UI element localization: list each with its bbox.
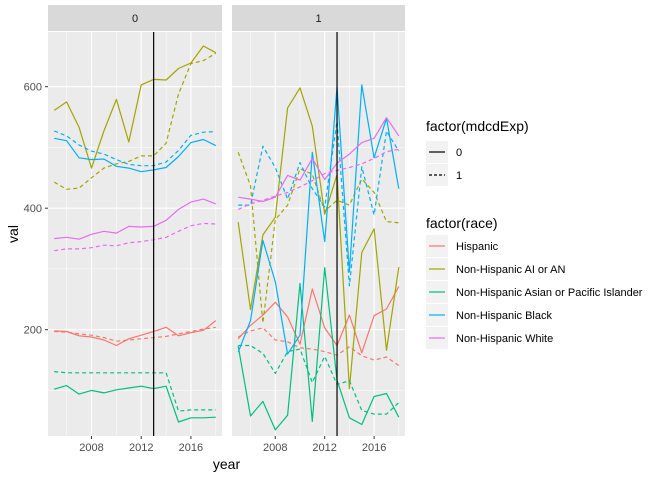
series-line bbox=[54, 371, 216, 412]
series-line bbox=[53, 130, 216, 167]
panel-background bbox=[232, 32, 405, 436]
facet-strip bbox=[48, 5, 222, 31]
y-tick-label: 400 bbox=[24, 203, 42, 215]
series-line bbox=[238, 117, 400, 203]
legend-title: factor(mdcdExp) bbox=[426, 118, 529, 134]
series-line bbox=[54, 137, 217, 173]
facet-strip-label: 1 bbox=[315, 13, 321, 25]
series-line bbox=[237, 152, 399, 324]
series-line bbox=[53, 45, 217, 169]
legend-label: Non-Hispanic AI or AN bbox=[456, 264, 565, 276]
series-line bbox=[237, 327, 400, 366]
x-tick-label: 2016 bbox=[179, 442, 203, 454]
x-axis-title: year bbox=[213, 456, 241, 472]
y-axis-title: val bbox=[5, 225, 21, 243]
series-line bbox=[237, 87, 400, 390]
series-line bbox=[238, 120, 400, 287]
x-tick-label: 2012 bbox=[129, 442, 153, 454]
series-line bbox=[54, 385, 216, 423]
panel-1: 1 2008 2012 2016 bbox=[232, 5, 405, 454]
x-tick-label: 2012 bbox=[312, 442, 336, 454]
x-tick-label: 2008 bbox=[263, 442, 287, 454]
x-tick-label: 2008 bbox=[79, 442, 103, 454]
legend-label: Non-Hispanic Black bbox=[456, 310, 552, 322]
series-line bbox=[237, 84, 400, 355]
series-line bbox=[54, 198, 217, 240]
facet-strip bbox=[232, 5, 405, 31]
series-line bbox=[238, 344, 400, 415]
legend-label: Hispanic bbox=[456, 241, 499, 253]
series-line bbox=[54, 326, 216, 342]
series-line bbox=[237, 267, 400, 431]
legend-label: 0 bbox=[456, 147, 462, 159]
series-line bbox=[237, 148, 399, 210]
legend-linetype: factor(mdcdExp) 0 1 bbox=[426, 118, 529, 186]
x-tick-label: 2016 bbox=[362, 442, 386, 454]
legend-label: Non-Hispanic Asian or Pacific Islander bbox=[456, 287, 643, 299]
panel-background bbox=[48, 32, 222, 436]
panel-0: 0 2008 2012 2016 200 400 600 bbox=[24, 5, 222, 454]
legend-label: Non-Hispanic White bbox=[456, 333, 553, 345]
y-tick-label: 600 bbox=[24, 82, 42, 94]
legend-title: factor(race) bbox=[426, 215, 498, 231]
series-line bbox=[53, 52, 217, 190]
legend-color: factor(race) Hispanic Non-Hispanic AI or A… bbox=[426, 215, 643, 349]
series-line bbox=[237, 286, 400, 354]
y-tick-label: 200 bbox=[24, 325, 42, 337]
legend-label: 1 bbox=[456, 170, 462, 182]
facet-strip-label: 0 bbox=[132, 13, 138, 25]
series-line bbox=[54, 320, 217, 347]
